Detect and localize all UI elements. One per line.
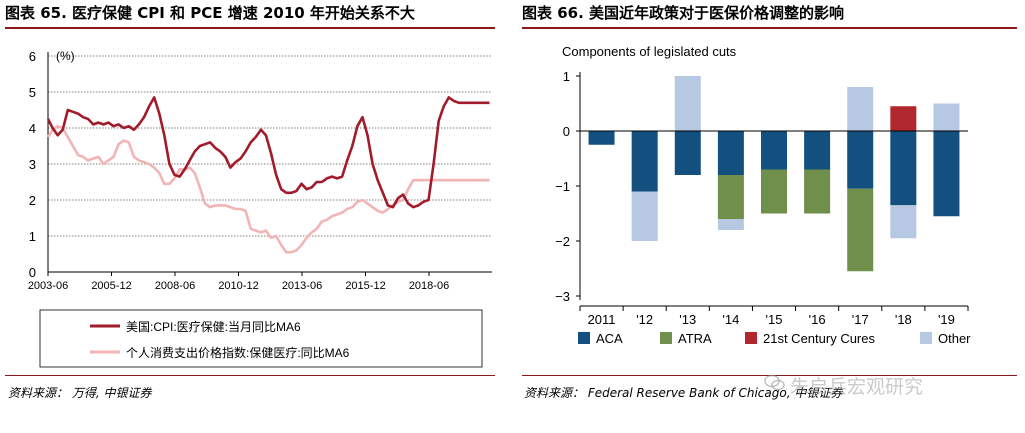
legend-swatch [920,332,932,344]
bar-other [933,103,960,131]
x-category-label: '15 [766,312,783,327]
bar-atra [761,169,787,214]
bar-aca [847,131,874,189]
legend-label: 21st Century Cures [763,331,875,346]
legend-label: 个人消费支出价格指数:保健医疗:同比MA6 [126,345,350,360]
right-chart-title: 图表 66. 美国近年政策对于医保价格调整的影响 [522,4,845,22]
bar-aca [933,131,960,217]
right-source-text: 资料来源： Federal Reserve Bank of Chicago, 中… [524,386,843,400]
y-tick-label: 1 [563,69,570,84]
series-pce-line [46,124,490,254]
left-source-rule [5,375,495,376]
bar-other [890,205,917,239]
x-tick-label: 2003-06 [28,280,68,292]
x-category-label: 2011 [588,312,616,327]
bar-other [717,219,744,230]
x-category-label: '16 [809,312,826,327]
bar-aca [631,131,658,192]
y-tick-label: 3 [29,157,36,172]
bar-aca [890,131,917,206]
bar-other [674,76,701,131]
bar-atra [847,188,874,272]
x-tick-label: 2013-06 [282,280,322,292]
legend-label: Other [938,331,971,346]
y-tick-label: −1 [555,179,570,194]
wechat-icon [764,374,785,391]
bar-aca [674,131,701,175]
bar-aca [761,131,787,170]
x-tick-label: 2010-12 [218,280,258,292]
x-category-label: '13 [679,312,696,327]
x-category-label: '18 [895,312,912,327]
x-tick-label: 2018-06 [409,280,449,292]
left-title-rule [5,27,495,29]
x-tick-label: 2015-12 [345,280,385,292]
series-cpi-line [46,96,490,209]
y-tick-label: 2 [29,193,36,208]
bar-21st-century-cures [890,106,917,131]
left-chart-title: 图表 65. 医疗保健 CPI 和 PCE 增速 2010 年开始关系不大 [5,4,415,22]
y-tick-label: 1 [29,229,36,244]
legend-swatch [745,332,757,344]
x-tick-label: 2008-06 [155,280,195,292]
x-category-label: '17 [852,312,869,327]
watermark-text: 朱启兵宏观研究 [790,376,924,398]
y-tick-label: 6 [29,49,36,64]
x-category-label: '12 [636,312,653,327]
y-axis-label: (%) [56,49,75,63]
x-category-label: '19 [938,312,955,327]
inner-chart-title: Components of legislated cuts [562,44,737,59]
y-tick-label: −3 [555,289,570,304]
x-category-label: '14 [722,312,739,327]
bar-aca [804,131,831,170]
legend-swatch [660,332,672,344]
legend-swatch [578,332,590,344]
legend-label: ACA [596,331,623,346]
y-tick-label: 5 [29,85,36,100]
bar-aca [588,131,615,145]
left-line-chart: 0 1 2 3 4 5 6 (%) 2003-06 2005-12 2008-06 2010-12 20… [28,49,492,368]
bar-atra [717,175,744,219]
right-bar-chart: Components of legislated cuts 1 0 −1 −2 −3 201… [555,44,971,346]
y-tick-label: 0 [563,124,570,139]
left-source-text: 资料来源： 万得, 中银证券 [8,386,152,400]
y-tick-label: −2 [555,234,570,249]
y-tick-label: 0 [29,265,36,280]
legend-label: 美国:CPI:医疗保健:当月同比MA6 [126,320,301,334]
x-tick-label: 2005-12 [91,280,131,292]
legend-label: ATRA [678,331,712,346]
bar-atra [804,169,831,214]
bar-other [847,87,874,131]
bar-other [631,191,658,241]
y-tick-label: 4 [29,121,36,136]
bar-aca [717,131,744,175]
right-title-rule [522,27,1017,29]
legend-box [39,309,483,368]
